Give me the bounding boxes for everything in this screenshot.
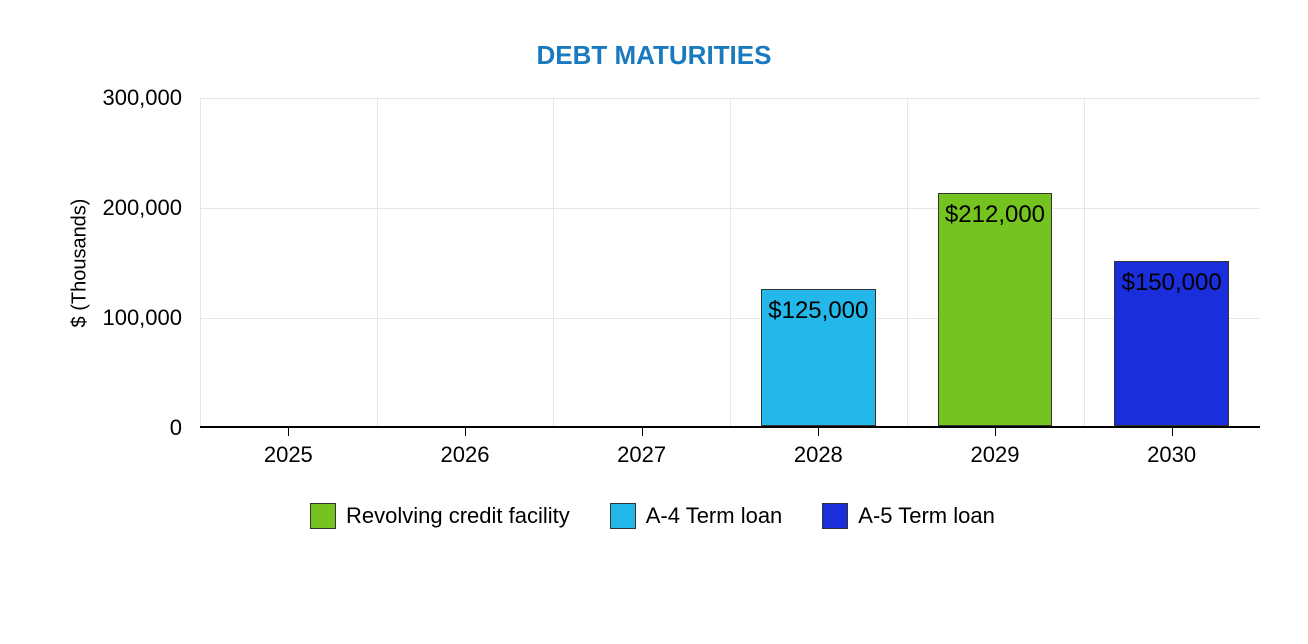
y-tick-label: 200,000 (102, 195, 182, 221)
gridline-vertical (907, 98, 908, 426)
legend-label: A-5 Term loan (858, 503, 995, 529)
gridline-vertical (730, 98, 731, 426)
x-tick-mark (288, 428, 289, 436)
y-axis-label: $ (Thousands) (69, 199, 92, 328)
x-tick-mark (642, 428, 643, 436)
legend: Revolving credit facility A-4 Term loan A-… (310, 503, 995, 529)
bar-value-label: $150,000 (1122, 269, 1222, 297)
bar-value-label: $125,000 (768, 297, 868, 325)
legend-label: A-4 Term loan (646, 503, 783, 529)
legend-swatch (822, 503, 848, 529)
legend-item: Revolving credit facility (310, 503, 570, 529)
debt-maturities-chart: DEBT MATURITIES $125,000 $212,000 $150,000… (0, 0, 1308, 644)
x-tick-mark (995, 428, 996, 436)
x-tick-label: 2025 (264, 442, 313, 468)
chart-title: DEBT MATURITIES (0, 40, 1308, 71)
gridline-vertical (377, 98, 378, 426)
y-tick-label: 300,000 (102, 85, 182, 111)
x-tick-label: 2027 (617, 442, 666, 468)
legend-label: Revolving credit facility (346, 503, 570, 529)
bar: $212,000 (938, 193, 1053, 426)
gridline-vertical (200, 98, 201, 426)
legend-item: A-5 Term loan (822, 503, 995, 529)
legend-swatch (610, 503, 636, 529)
bar: $125,000 (761, 289, 876, 427)
gridline-vertical (1084, 98, 1085, 426)
plot-area: $125,000 $212,000 $150,000 (200, 98, 1260, 428)
x-tick-label: 2026 (441, 442, 490, 468)
legend-item: A-4 Term loan (610, 503, 783, 529)
x-tick-mark (465, 428, 466, 436)
x-tick-label: 2028 (794, 442, 843, 468)
legend-swatch (310, 503, 336, 529)
x-tick-mark (818, 428, 819, 436)
gridline-vertical (553, 98, 554, 426)
bar: $150,000 (1114, 261, 1229, 426)
x-tick-label: 2029 (971, 442, 1020, 468)
x-tick-mark (1172, 428, 1173, 436)
x-tick-label: 2030 (1147, 442, 1196, 468)
y-tick-label: 0 (170, 415, 182, 441)
y-tick-label: 100,000 (102, 305, 182, 331)
bar-value-label: $212,000 (945, 201, 1045, 229)
